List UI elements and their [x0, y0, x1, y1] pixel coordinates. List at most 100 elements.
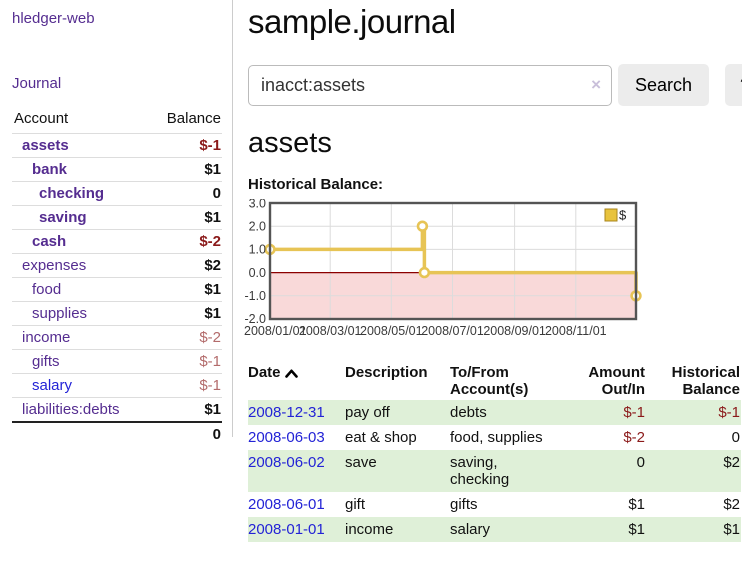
transaction-balance: $2 [723, 454, 740, 471]
app-window: hledger-web Journal Account Balance asse… [0, 0, 742, 542]
transaction-amount: $1 [628, 496, 645, 513]
register-col-balance: Historical Balance [671, 364, 740, 398]
account-balance: $-2 [149, 229, 222, 254]
account-link-liabilities-debts[interactable]: liabilities:debts [22, 401, 120, 418]
page-title: sample.journal [248, 3, 456, 40]
transaction-accounts: salary [450, 521, 491, 538]
account-row: liabilities:debts $1 [12, 397, 222, 422]
sidebar-item-journal[interactable]: Journal [12, 75, 62, 92]
account-link-income[interactable]: income [22, 329, 71, 346]
transaction-amount: $-1 [623, 404, 645, 421]
account-row: saving $1 [12, 205, 222, 230]
transaction-accounts: debts [450, 404, 487, 421]
register-table: Date Description To/From Account(s) Amou… [248, 362, 741, 542]
transaction-description: pay off [345, 404, 390, 421]
transaction-description: save [345, 454, 377, 471]
accounts-total-row: 0 [12, 421, 222, 446]
sidebar: hledger-web Journal Account Balance asse… [0, 0, 233, 446]
clear-search-icon[interactable]: × [591, 74, 601, 94]
main-content: sample.journal × Search ? assets Histori… [233, 0, 742, 542]
svg-text:2008/03/01: 2008/03/01 [299, 324, 362, 338]
account-row: bank $1 [12, 157, 222, 182]
account-balance: $1 [149, 205, 222, 230]
account-link-food[interactable]: food [32, 281, 62, 298]
account-link-cash[interactable]: cash [32, 233, 67, 250]
account-link-bank[interactable]: bank [32, 161, 68, 178]
account-balance: $1 [149, 277, 222, 302]
account-link-gifts[interactable]: gifts [32, 353, 60, 370]
y-axis-labels: 3.0 2.0 1.0 0.0 -1.0 -2.0 [244, 199, 266, 326]
account-link-salary[interactable]: salary [32, 377, 73, 394]
register-col-description: Description [345, 364, 428, 381]
app-title-link[interactable]: hledger-web [12, 10, 95, 27]
transaction-date-link[interactable]: 2008-06-02 [248, 454, 325, 471]
transaction-balance: $2 [723, 496, 740, 513]
plot-border [268, 201, 638, 321]
account-row: supplies $1 [12, 301, 222, 326]
svg-text:-1.0: -1.0 [244, 289, 266, 303]
account-balance: $-1 [149, 133, 222, 158]
transaction-balance: $-1 [718, 404, 740, 421]
transaction-accounts: food, supplies [450, 429, 543, 446]
search-bar: × Search ? [248, 64, 742, 106]
register-col-date[interactable]: Date [248, 362, 345, 400]
register-header-row: Date Description To/From Account(s) Amou… [248, 362, 741, 400]
account-balance: $-2 [149, 325, 222, 350]
account-heading: assets [248, 127, 332, 159]
account-row: checking 0 [12, 181, 222, 206]
account-link-expenses[interactable]: expenses [22, 257, 87, 274]
account-balance: $1 [149, 301, 222, 326]
search-input[interactable] [248, 64, 612, 106]
transaction-date-link[interactable]: 2008-06-01 [248, 496, 325, 513]
historical-balance-chart: $ 3.0 2.0 1.0 0.0 -1.0 -2.0 2008/01/01 2… [244, 199, 642, 338]
svg-text:2008/11/01: 2008/11/01 [545, 324, 607, 338]
account-row: expenses $2 [12, 253, 222, 278]
account-row: salary $-1 [12, 373, 222, 398]
account-balance: $1 [149, 397, 222, 422]
x-axis-labels: 2008/01/01 2008/03/01 2008/05/01 2008/07… [244, 324, 607, 338]
transaction-description: income [345, 521, 394, 538]
account-link-assets[interactable]: assets [22, 137, 69, 154]
svg-text:2008/09/01: 2008/09/01 [483, 324, 546, 338]
svg-text:-2.0: -2.0 [244, 312, 266, 326]
search-button[interactable]: Search [618, 64, 710, 106]
account-balance: 0 [149, 181, 222, 206]
account-row: income $-2 [12, 325, 222, 350]
account-row: gifts $-1 [12, 349, 222, 374]
svg-text:2.0: 2.0 [249, 220, 266, 234]
register-col-tofrom: To/From Account(s) [450, 364, 529, 398]
register-col-amount: Amount Out/In [588, 364, 645, 398]
help-button[interactable]: ? [725, 64, 742, 106]
account-link-supplies[interactable]: supplies [32, 305, 88, 322]
register-row: 2008-06-02 save saving, checking 0 $2 [248, 450, 741, 492]
account-balance: $-1 [149, 373, 222, 398]
transaction-amount: $1 [628, 521, 645, 538]
account-balance: $2 [149, 253, 222, 278]
accounts-table: Account Balance assets $-1 bank $1 check… [12, 107, 222, 446]
chart-title: Historical Balance: [248, 176, 384, 193]
sort-ascending-icon [284, 369, 298, 378]
account-link-saving[interactable]: saving [39, 209, 87, 226]
transaction-date-link[interactable]: 2008-12-31 [248, 404, 325, 421]
accounts-total-value: 0 [149, 421, 222, 446]
register-row: 2008-12-31 pay off debts $-1 $-1 [248, 400, 741, 425]
transaction-description: gift [345, 496, 366, 513]
transaction-date-link[interactable]: 2008-06-03 [248, 429, 325, 446]
accounts-col-balance: Balance [166, 110, 221, 127]
transaction-amount: $-2 [623, 429, 645, 446]
account-link-checking[interactable]: checking [39, 185, 105, 202]
account-row: cash $-2 [12, 229, 222, 254]
transaction-date-link[interactable]: 2008-01-01 [248, 521, 325, 538]
register-row: 2008-06-03 eat & shop food, supplies $-2… [248, 425, 741, 450]
transaction-accounts: saving, checking [450, 454, 510, 488]
register-row: 2008-06-01 gift gifts $1 $2 [248, 492, 741, 517]
svg-text:0.0: 0.0 [249, 266, 266, 280]
svg-text:3.0: 3.0 [249, 199, 266, 211]
transaction-description: eat & shop [345, 429, 417, 446]
svg-text:1.0: 1.0 [249, 243, 266, 257]
transaction-balance: 0 [731, 429, 740, 446]
transaction-balance: $1 [723, 521, 740, 538]
svg-text:2008/07/01: 2008/07/01 [421, 324, 484, 338]
account-row: assets $-1 [12, 133, 222, 158]
legend-label: $ [619, 208, 627, 223]
